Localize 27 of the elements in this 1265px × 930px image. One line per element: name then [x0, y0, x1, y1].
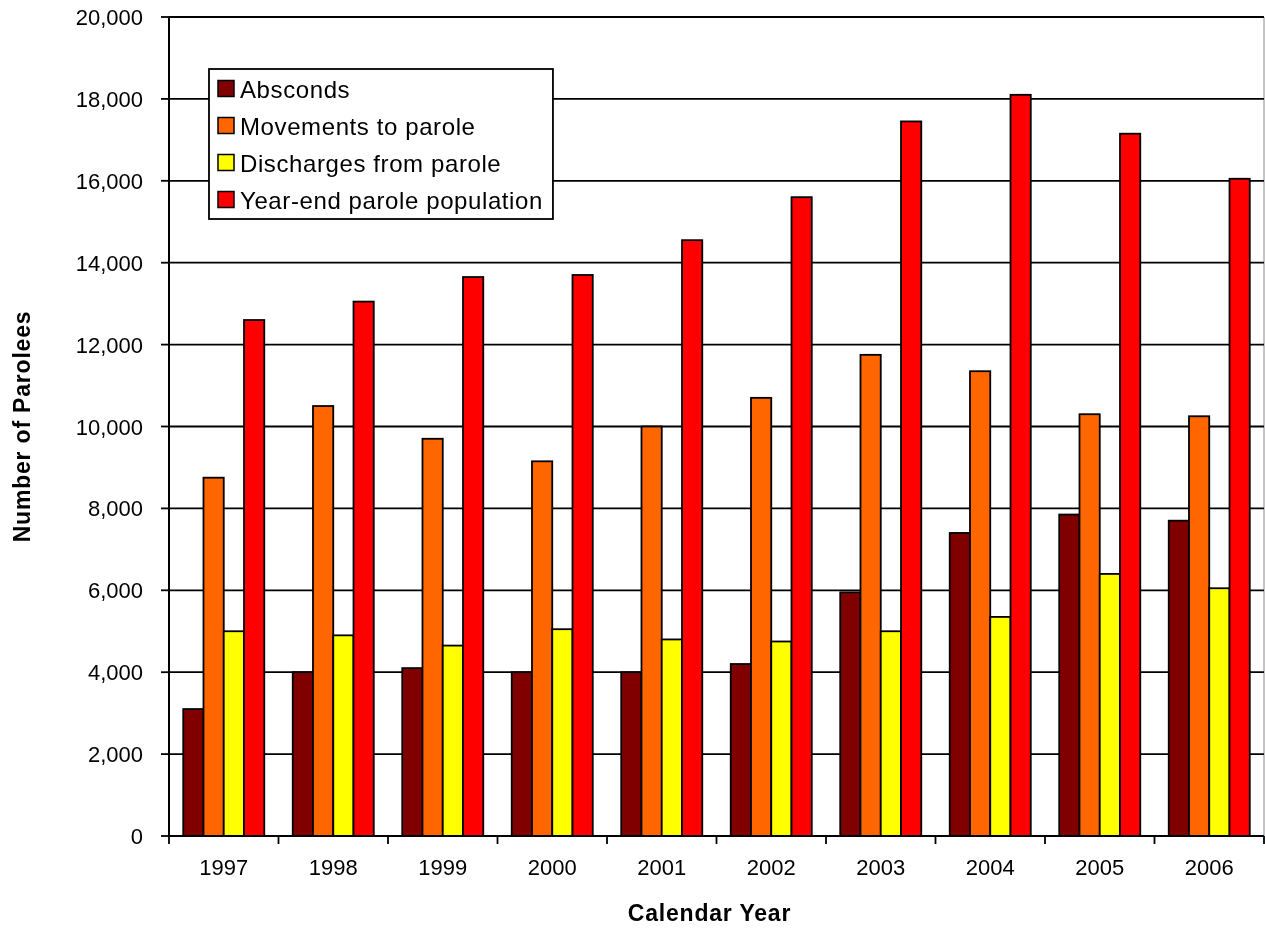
y-tick-label: 8,000 — [87, 495, 143, 521]
legend-label: Movements to parole — [240, 112, 476, 139]
y-tick-label: 0 — [130, 823, 143, 849]
x-tick-label: 2001 — [637, 854, 687, 880]
x-tick-label: 2003 — [856, 854, 906, 880]
y-tick-label: 18,000 — [75, 86, 143, 112]
x-tick-label: 2006 — [1184, 854, 1234, 880]
y-tick-label: 2,000 — [87, 741, 143, 767]
y-tick-label: 4,000 — [87, 659, 143, 685]
legend-label: Absconds — [240, 75, 351, 102]
y-tick-label: 14,000 — [75, 250, 143, 276]
y-axis-title: Number of Parolees — [9, 310, 35, 543]
x-tick-label: 2005 — [1075, 854, 1125, 880]
y-tick-label: 12,000 — [75, 332, 143, 358]
x-tick-label: 2002 — [746, 854, 796, 880]
legend-label: Year-end parole population — [240, 186, 543, 213]
x-tick-label: 1998 — [308, 854, 358, 880]
x-axis-title: Calendar Year — [627, 900, 792, 926]
y-tick-label: 6,000 — [87, 577, 143, 603]
x-tick-label: 1997 — [199, 854, 249, 880]
x-tick-label: 1999 — [418, 854, 468, 880]
legend-label: Discharges from parole — [240, 149, 502, 176]
y-tick-label: 10,000 — [75, 414, 143, 439]
y-tick-label: 16,000 — [75, 168, 143, 194]
x-tick-label: 2000 — [527, 854, 577, 880]
x-tick-label: 2004 — [965, 854, 1015, 880]
y-tick-label: 20,000 — [75, 4, 143, 30]
